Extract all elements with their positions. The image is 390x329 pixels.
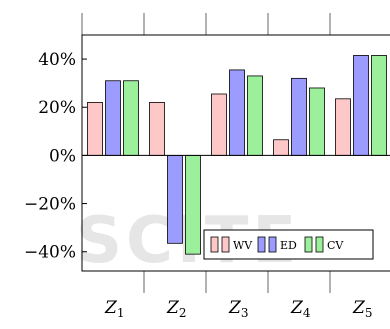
bar-wv <box>335 98 351 156</box>
legend-swatch <box>221 236 230 253</box>
y-tick-label: −20% <box>24 195 76 215</box>
bar-ed <box>105 80 121 156</box>
x-category-label: Z4 <box>290 298 311 320</box>
y-axis: −40% −20% 0% 20% 40% <box>24 50 87 263</box>
bar-ed <box>353 55 369 156</box>
legend-label: ED <box>280 239 297 252</box>
y-tick-label: 0% <box>49 146 76 166</box>
bar-ed <box>167 155 183 244</box>
legend-label: CV <box>327 239 344 252</box>
bar-cv <box>185 155 201 255</box>
bar-ed <box>229 69 245 156</box>
y-tick-label: −40% <box>24 243 76 263</box>
x-category-label: Z5 <box>352 298 372 320</box>
legend-swatch <box>268 236 277 253</box>
y-tick-label: 20% <box>38 98 76 118</box>
x-category-label: Z3 <box>228 298 248 320</box>
bar-wv <box>273 139 289 156</box>
bar-cv <box>123 80 139 156</box>
y-tick-label: 40% <box>38 50 76 70</box>
bar-wv <box>149 102 165 156</box>
x-category-label: Z1 <box>104 298 124 320</box>
legend-swatch <box>257 236 266 253</box>
plot-frame <box>81 34 390 272</box>
bar-cv <box>247 75 263 156</box>
x-category-label: Z2 <box>166 298 186 320</box>
bar-cv <box>309 87 325 156</box>
legend: WV ED CV <box>203 229 374 260</box>
legend-swatch <box>304 236 313 253</box>
bar-wv <box>87 102 103 156</box>
bars-group <box>87 55 387 255</box>
bar-ed <box>291 77 307 156</box>
bar-cv <box>371 55 387 156</box>
legend-swatch <box>210 236 219 253</box>
legend-label: WV <box>233 239 253 252</box>
legend-box <box>203 229 374 260</box>
x-axis: Z1 Z2 Z3 Z4 Z5 <box>81 13 372 320</box>
bar-wv <box>211 93 227 156</box>
legend-swatch <box>315 236 324 253</box>
